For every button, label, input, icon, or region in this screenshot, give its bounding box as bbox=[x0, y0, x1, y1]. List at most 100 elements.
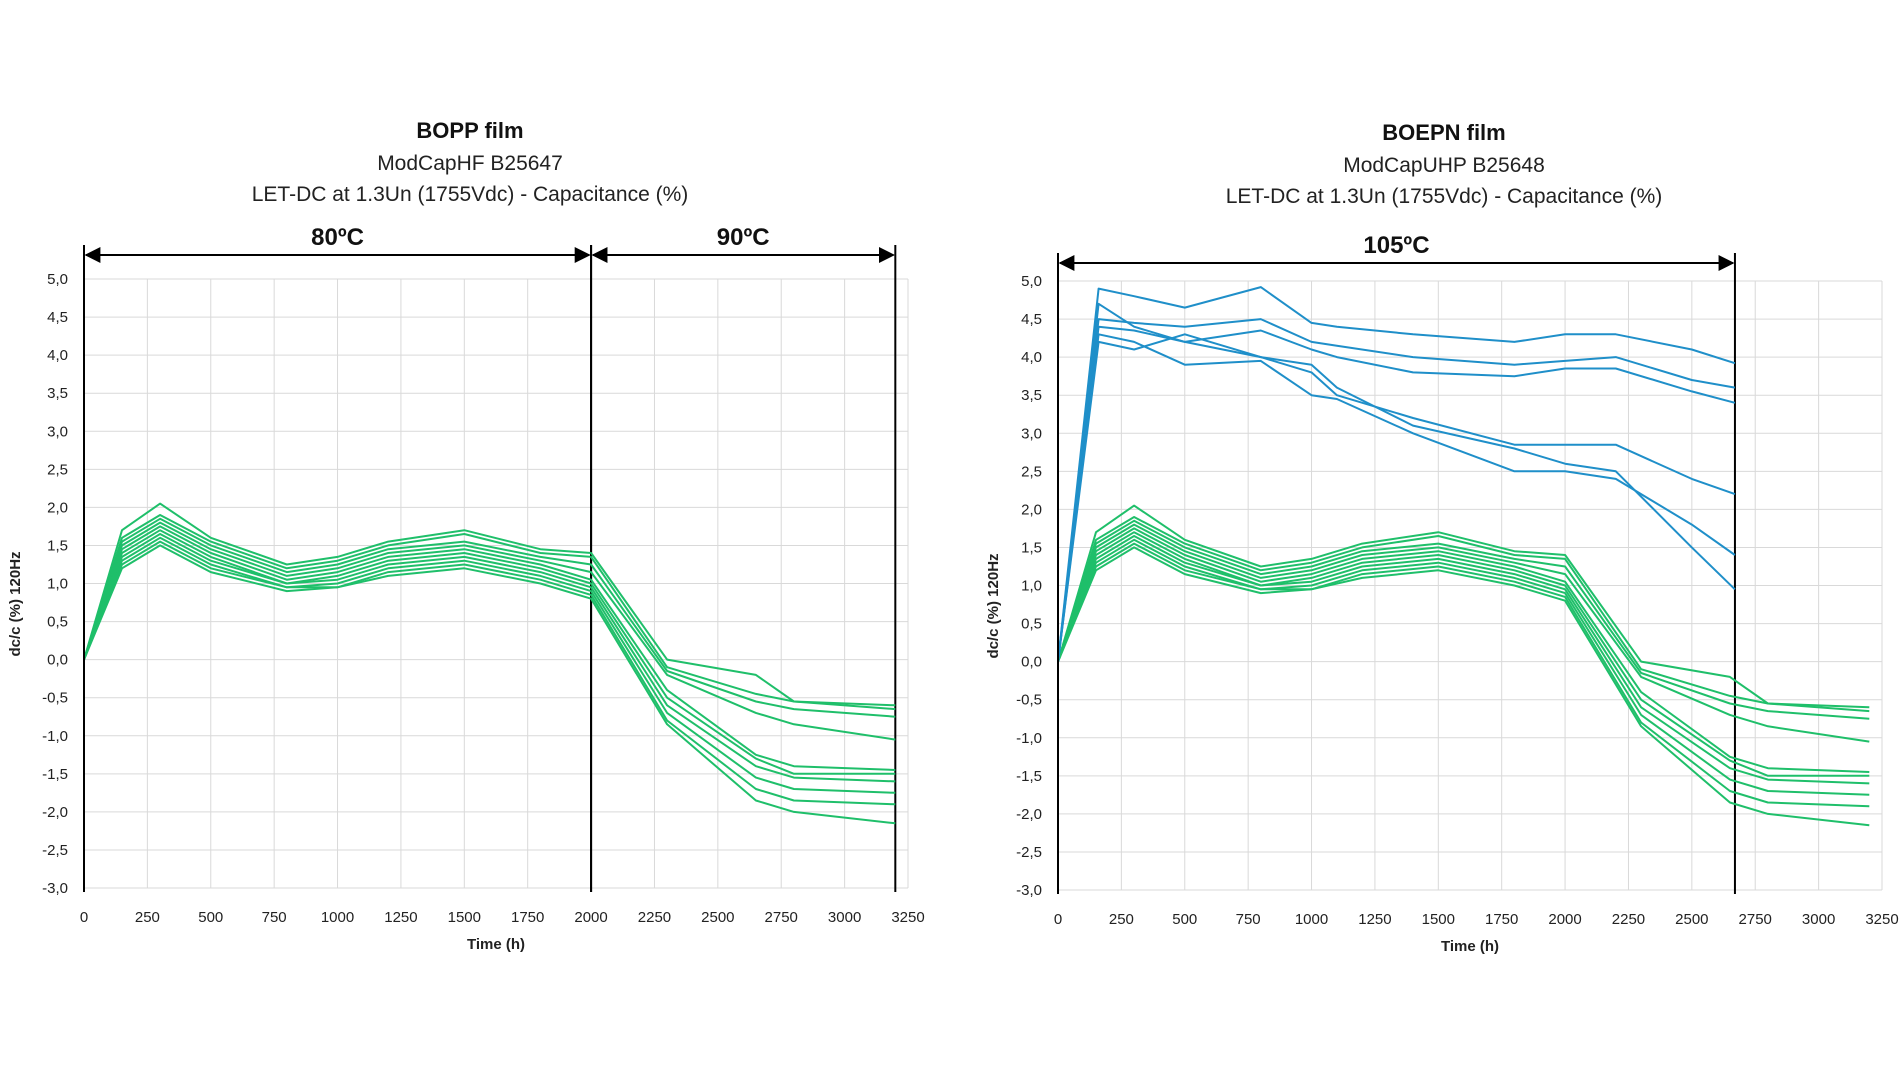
series-line-green-8 bbox=[83, 536, 896, 794]
y-tick-label: -2,0 bbox=[42, 804, 68, 821]
boepn-chart: BOEPN film ModCapUHP B25648 LET-DC at 1.… bbox=[985, 120, 1899, 955]
chart-subtitle-line-2: LET-DC at 1.3Un (1755Vdc) - Capacitance … bbox=[1226, 185, 1663, 208]
x-tick-labels: 0 250 500 750 1000 1250 1500 1750 2000 2250 2500 27… bbox=[80, 909, 925, 926]
x-tick-label: 250 bbox=[135, 909, 160, 926]
x-axis-label: Time (h) bbox=[1441, 938, 1499, 955]
series-lines bbox=[83, 502, 896, 825]
y-tick-label: -3,0 bbox=[42, 880, 68, 897]
y-tick-label: 3,5 bbox=[1021, 387, 1042, 404]
y-tick-label: -1,0 bbox=[1016, 730, 1042, 747]
x-tick-label: 2750 bbox=[765, 909, 798, 926]
x-tick-label: 500 bbox=[1172, 911, 1197, 928]
y-tick-label: 0,5 bbox=[1021, 616, 1042, 633]
series-line-green-1 bbox=[1057, 504, 1870, 709]
y-tick-label: -2,0 bbox=[1016, 806, 1042, 823]
x-tick-label: 1500 bbox=[1422, 911, 1455, 928]
x-tick-label: 0 bbox=[80, 909, 88, 926]
temperature-zone-label: 105ºC bbox=[1363, 232, 1429, 259]
y-tick-labels: 5,0 4,5 4,0 3,5 3,0 2,5 2,0 1,5 1,0 0,5 0,0 -0,5 -1,… bbox=[1016, 273, 1042, 899]
x-tick-label: 500 bbox=[198, 909, 223, 926]
x-tick-label: 1750 bbox=[1485, 911, 1518, 928]
y-tick-label: 1,0 bbox=[47, 576, 68, 593]
y-tick-label: 2,5 bbox=[1021, 463, 1042, 480]
y-tick-label: 0,0 bbox=[1021, 654, 1042, 671]
series-line-blue-5 bbox=[1057, 333, 1736, 662]
series-line-green-2 bbox=[83, 514, 896, 711]
y-tick-label: -1,5 bbox=[1016, 768, 1042, 785]
series-line-green-6 bbox=[83, 529, 896, 775]
series-line-green-6 bbox=[1057, 531, 1870, 777]
series-line-green-2 bbox=[1057, 516, 1870, 713]
x-tick-label: 250 bbox=[1109, 911, 1134, 928]
x-tick-label: 1250 bbox=[384, 909, 417, 926]
y-tick-label: 4,0 bbox=[47, 347, 68, 364]
x-tick-label: 1000 bbox=[1295, 911, 1328, 928]
series-line-green-8 bbox=[1057, 538, 1870, 796]
temperature-zone-label: 90ºC bbox=[717, 224, 770, 251]
y-tick-label: 0,0 bbox=[47, 652, 68, 669]
chart-title: BOPP film bbox=[416, 118, 523, 143]
x-tick-label: 2500 bbox=[701, 909, 734, 926]
y-tick-label: -1,5 bbox=[42, 766, 68, 783]
y-tick-label: 4,5 bbox=[1021, 311, 1042, 328]
series-line-blue-6 bbox=[1057, 333, 1736, 662]
x-tick-label: 3250 bbox=[891, 909, 924, 926]
x-tick-label: 2500 bbox=[1675, 911, 1708, 928]
chart-title: BOEPN film bbox=[1382, 120, 1505, 145]
x-axis-label: Time (h) bbox=[467, 936, 525, 953]
series-line-green-3 bbox=[83, 517, 896, 718]
x-tick-label: 3250 bbox=[1865, 911, 1898, 928]
x-tick-labels: 0 250 500 750 1000 1250 1500 1750 2000 2250 2500 27… bbox=[1054, 911, 1899, 928]
x-tick-label: 2750 bbox=[1739, 911, 1772, 928]
y-tick-label: 0,5 bbox=[47, 614, 68, 631]
y-tick-label: 1,0 bbox=[1021, 578, 1042, 595]
y-tick-label: -1,0 bbox=[42, 728, 68, 745]
series-line-green-7 bbox=[1057, 535, 1870, 785]
series-line-green-5 bbox=[1057, 527, 1870, 773]
grid bbox=[83, 278, 909, 889]
x-tick-label: 2000 bbox=[1548, 911, 1581, 928]
y-tick-label: 3,0 bbox=[47, 423, 68, 440]
y-tick-label: 3,0 bbox=[1021, 425, 1042, 442]
series-line-green-1 bbox=[83, 502, 896, 707]
series-line-green-5 bbox=[83, 525, 896, 771]
y-tick-label: 5,0 bbox=[1021, 273, 1042, 290]
x-tick-label: 0 bbox=[1054, 911, 1062, 928]
series-line-blue-1 bbox=[1057, 286, 1736, 662]
x-tick-label: 1250 bbox=[1358, 911, 1391, 928]
y-tick-label: 5,0 bbox=[47, 271, 68, 288]
y-axis-label: dc/c (%) 120Hz bbox=[7, 551, 24, 656]
chart-subtitle-line-1: ModCapUHP B25648 bbox=[1343, 154, 1545, 177]
x-tick-label: 1750 bbox=[511, 909, 544, 926]
x-tick-label: 3000 bbox=[828, 909, 861, 926]
chart-subtitle-line-2: LET-DC at 1.3Un (1755Vdc) - Capacitance … bbox=[252, 183, 689, 206]
y-tick-label: -2,5 bbox=[42, 842, 68, 859]
chart-subtitle-line-1: ModCapHF B25647 bbox=[377, 152, 563, 175]
bopp-chart: BOPP film ModCapHF B25647 LET-DC at 1.3U… bbox=[7, 118, 925, 953]
y-tick-label: 2,0 bbox=[47, 499, 68, 516]
x-tick-label: 3000 bbox=[1802, 911, 1835, 928]
y-tick-label: 1,5 bbox=[1021, 539, 1042, 556]
series-line-green-10 bbox=[83, 544, 896, 825]
x-tick-label: 750 bbox=[262, 909, 287, 926]
y-tick-label: 4,5 bbox=[47, 309, 68, 326]
y-tick-label: 4,0 bbox=[1021, 349, 1042, 366]
series-line-green-10 bbox=[1057, 546, 1870, 827]
y-tick-label: -0,5 bbox=[1016, 692, 1042, 709]
series-line-green-3 bbox=[1057, 519, 1870, 720]
series-line-blue-4 bbox=[1057, 302, 1736, 662]
x-tick-label: 2000 bbox=[574, 909, 607, 926]
x-tick-label: 2250 bbox=[1612, 911, 1645, 928]
series-line-green-9 bbox=[1057, 542, 1870, 808]
y-tick-label: 2,0 bbox=[1021, 501, 1042, 518]
series-line-green-4 bbox=[83, 521, 896, 741]
x-tick-label: 1000 bbox=[321, 909, 354, 926]
series-line-blue-3 bbox=[1057, 325, 1736, 662]
y-tick-label: -3,0 bbox=[1016, 882, 1042, 899]
temperature-zone-label: 80ºC bbox=[311, 224, 364, 251]
temperature-zones: 80ºC 90ºC bbox=[83, 224, 897, 892]
series-line-green-9 bbox=[83, 540, 896, 806]
series-line-blue-2 bbox=[1057, 318, 1736, 662]
series-line-green-7 bbox=[83, 533, 896, 783]
